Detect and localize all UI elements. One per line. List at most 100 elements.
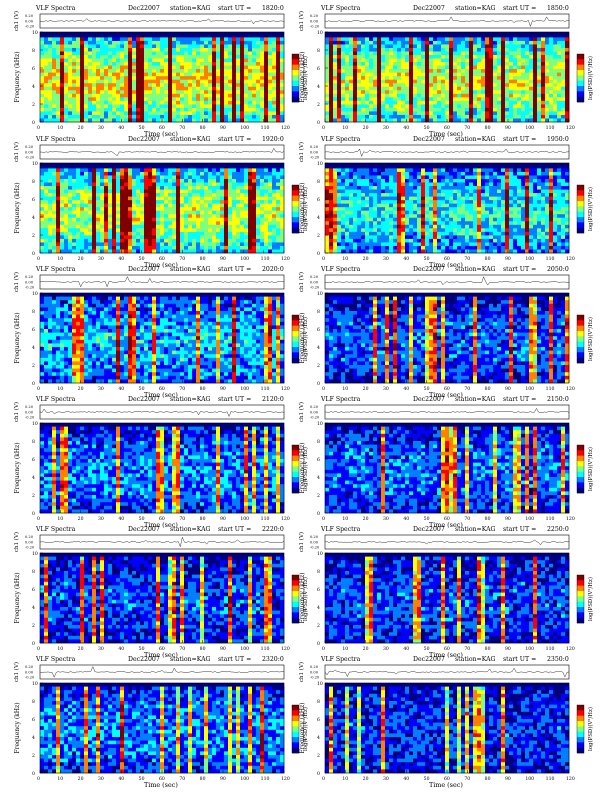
spectrogram-cell [236,171,241,176]
colorbar-segment [292,211,299,218]
spectrogram-cell [196,210,201,215]
spectrogram-cell [449,47,454,52]
spectrogram-cell [92,235,97,240]
spectrogram-cell [100,72,105,77]
spectrogram-cell [160,69,165,73]
spectrogram-cell [132,221,137,226]
spectrogram-cell [152,207,157,212]
spectrogram-cell [248,58,253,63]
spectrogram-cell [156,47,161,52]
spectrogram-cell [553,37,558,42]
spectrogram-cell [228,193,233,197]
spectrogram-cell [128,221,133,226]
spectrogram-cell [349,231,354,236]
spectrogram-cell [549,111,554,116]
spectrogram-cell [228,76,233,80]
spectrogram-cell [244,62,249,66]
spectrogram-cell [457,97,462,102]
spectrogram-cell [349,207,354,212]
spectrogram-cell [357,79,362,84]
spectrogram-cell [377,55,382,59]
spectrogram-cell [48,168,53,173]
spectrogram-cell [453,107,458,112]
spectrogram-cell [172,58,177,63]
spectrogram-cell [64,224,69,229]
spectrogram-cell [156,175,161,180]
spectrogram-cell [453,58,458,63]
spectrogram-cell [361,207,366,212]
spectrogram-cell [485,40,490,45]
spectrogram-cell [60,47,65,52]
spectrogram-cell [44,214,49,219]
spectrogram-cell [216,186,221,190]
spectrogram-cell [244,111,249,116]
spectrogram-cell [405,62,410,66]
spectrogram-cell [240,76,245,80]
spectrogram-cell [385,40,390,45]
spectrogram-cell [44,168,49,173]
spectrogram-cell [341,58,346,63]
spectrogram-cell [124,171,129,176]
spectrogram-cell [212,44,217,49]
colorbar-segment [292,59,299,65]
spectrogram-cell [264,79,269,84]
spectrogram-cell [212,221,217,226]
spectrogram-cell [425,97,430,102]
spectrogram-cell [429,58,434,63]
spectrogram-cell [96,51,101,56]
spectrogram-cell [349,104,354,109]
spectrogram-cell [533,69,538,73]
spectrogram-cell [337,37,342,42]
spectrogram-cell [433,62,438,66]
spectrogram-cell [337,55,342,59]
spectrogram-cell [88,242,93,247]
spectrogram-cell [485,114,490,119]
colorbar-segment [292,201,299,207]
spectrogram-cell [40,210,45,215]
spectrogram-cell [453,118,458,123]
spectrogram-cell [104,242,109,247]
spectrogram-cell [56,171,61,176]
spectrogram-cell [385,242,390,247]
spectrogram-cell [164,55,169,59]
freq-tick-label: 10 [317,30,323,36]
spectrogram-cell [413,104,418,109]
spectrogram-cell [84,207,89,212]
spectrogram-cell [513,51,518,56]
spectrogram-cell [156,196,161,201]
spectrogram-cell [232,221,237,226]
spectrogram-cell [144,47,149,52]
spectrogram-cell [124,178,129,183]
spectrogram-cell [405,97,410,102]
spectrogram-cell [401,44,406,49]
spectrogram-cell [208,90,213,95]
spectrogram-cell [64,114,69,119]
spectrogram-cell [345,182,350,187]
spectrogram-cell [409,100,414,105]
spectrogram-cell [196,72,201,77]
spectrogram-cell [88,224,93,229]
spectrogram-cell [337,214,342,219]
spectrogram-cell [196,40,201,45]
spectrogram-cell [497,65,502,70]
spectrogram-cell [357,200,362,204]
spectrogram-cell [92,203,97,208]
spectrogram-cell [132,100,137,105]
spectrogram-cell [100,214,105,219]
spectrogram-cell [108,72,113,77]
spectrogram-cell [172,62,177,66]
spectrogram-cell [76,51,81,56]
spectrogram-cell [385,224,390,229]
spectrogram-cell [341,69,346,73]
spectrogram-cell [341,235,346,240]
spectrogram-cell [256,235,261,240]
spectrogram-cell [272,200,277,204]
spectrogram-cell [76,196,81,201]
spectrogram-cell [88,65,93,70]
spectrogram-cell [116,182,121,187]
spectrogram-cell [353,196,358,201]
spectrogram-cell [389,214,394,219]
spectrogram-cell [196,90,201,95]
spectrogram-cell [196,104,201,109]
spectrogram-cell [208,83,213,88]
